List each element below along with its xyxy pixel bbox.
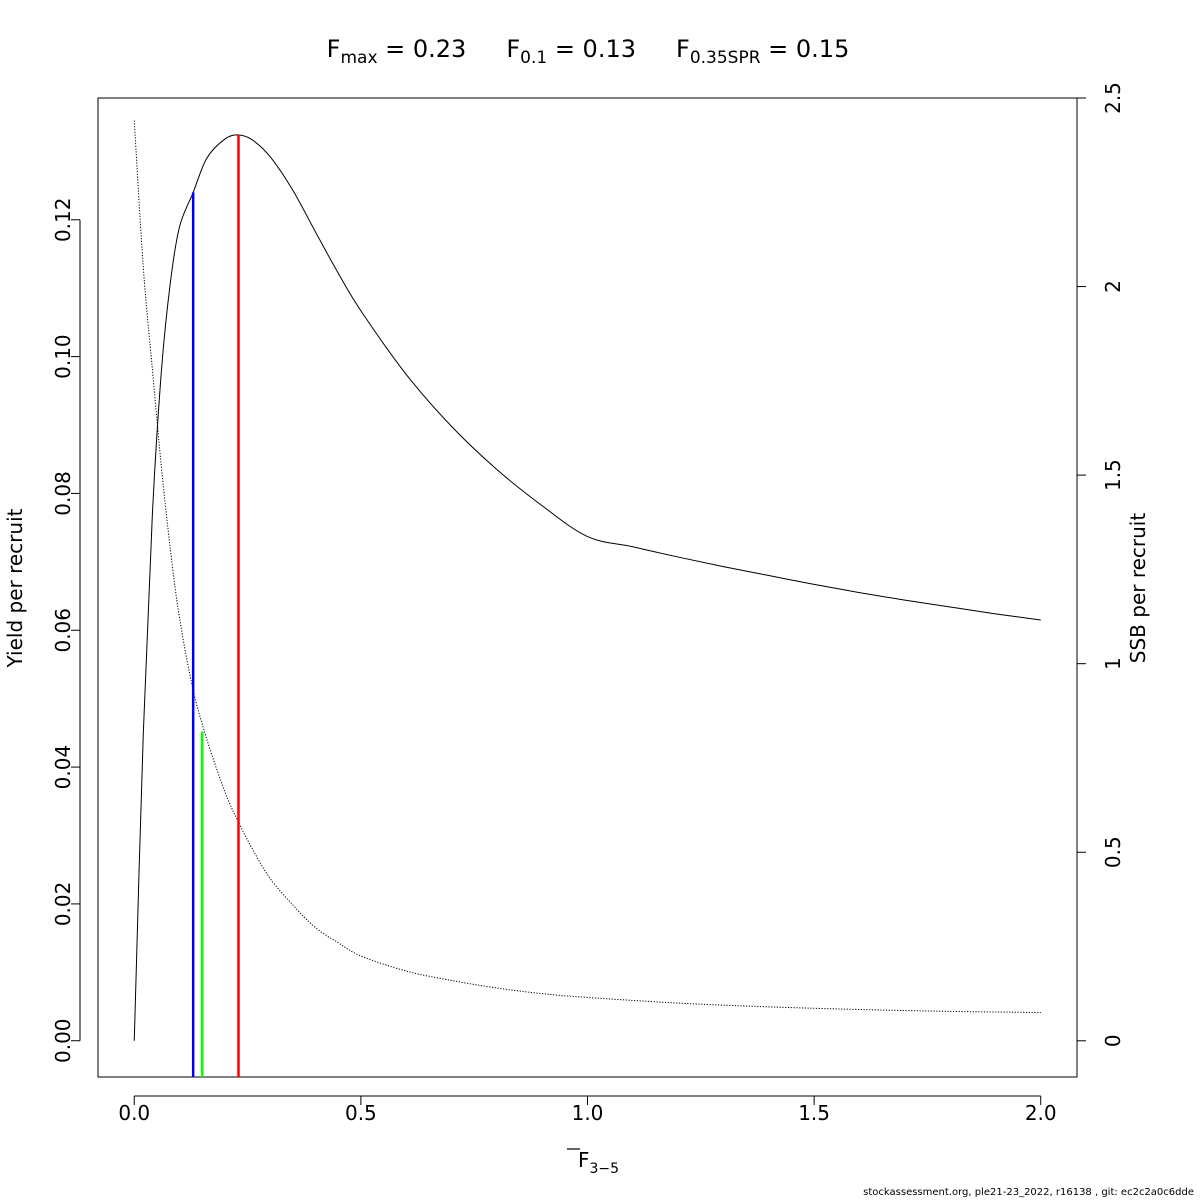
y-right-tick-label: 2.5	[1101, 82, 1125, 114]
title-fmax-symbol: F	[327, 35, 341, 63]
x-tick-label: 0.0	[118, 1101, 150, 1125]
x-axis-title: F3−5	[578, 1148, 619, 1177]
x-tick-label: 1.5	[798, 1101, 830, 1125]
title-f035-sub: 0.35SPR	[690, 48, 761, 68]
title-f01-value: = 0.13	[547, 35, 636, 63]
y-right-tick-label: 2	[1101, 280, 1125, 293]
y-left-tick-label: 0.00	[51, 1018, 75, 1063]
x-tick-label: 2.0	[1025, 1101, 1057, 1125]
y-axis-left-title: Yield per recruit	[3, 508, 27, 668]
y-right-tick-label: 0.5	[1101, 836, 1125, 868]
x-axis: 0.0 0.5 1.0 1.5 2.0	[118, 1095, 1057, 1125]
y-left-tick-label: 0.06	[51, 608, 75, 653]
footer-note: stockassessment.org, ple21-23_2022, r161…	[863, 1187, 1194, 1198]
y-left-tick-label: 0.08	[51, 471, 75, 516]
y-left-tick-label: 0.02	[51, 882, 75, 927]
chart-title: Fmax = 0.23 F0.1 = 0.13 F0.35SPR = 0.15	[327, 35, 850, 68]
title-f035-value: = 0.15	[761, 35, 850, 63]
reference-lines	[191, 134, 240, 1077]
x-tick-label: 1.0	[572, 1101, 604, 1125]
title-f01-sub: 0.1	[520, 48, 547, 68]
x-axis-symbol: F	[578, 1148, 590, 1172]
yield-per-recruit-line	[133, 134, 1041, 1041]
ssb-per-recruit-line	[133, 120, 1041, 1014]
y-left-tick-label: 0.04	[51, 745, 75, 790]
y-left-tick-label: 0.10	[51, 334, 75, 379]
y-axis-right-title: SSB per recruit	[1126, 513, 1150, 664]
series-layer	[133, 120, 1041, 1041]
plot-frame	[97, 97, 1078, 1078]
y-right-tick-label: 0	[1101, 1034, 1125, 1047]
title-fmax-sub: max	[340, 48, 377, 68]
title-f035-symbol: F	[676, 35, 690, 63]
y-right-tick-label: 1	[1101, 657, 1125, 670]
y-left-tick-label: 0.12	[51, 198, 75, 243]
y-axis-right: 0 0.5 1 1.5 2 2.5	[1076, 82, 1125, 1047]
y-right-tick-label: 1.5	[1101, 459, 1125, 491]
title-fmax-value: = 0.23	[378, 35, 467, 63]
x-tick-label: 0.5	[345, 1101, 377, 1125]
x-axis-subscript: 3−5	[590, 1161, 620, 1177]
title-f01-symbol: F	[506, 35, 520, 63]
y-axis-left: 0.00 0.02 0.04 0.06 0.08 0.10 0.12	[51, 198, 81, 1063]
